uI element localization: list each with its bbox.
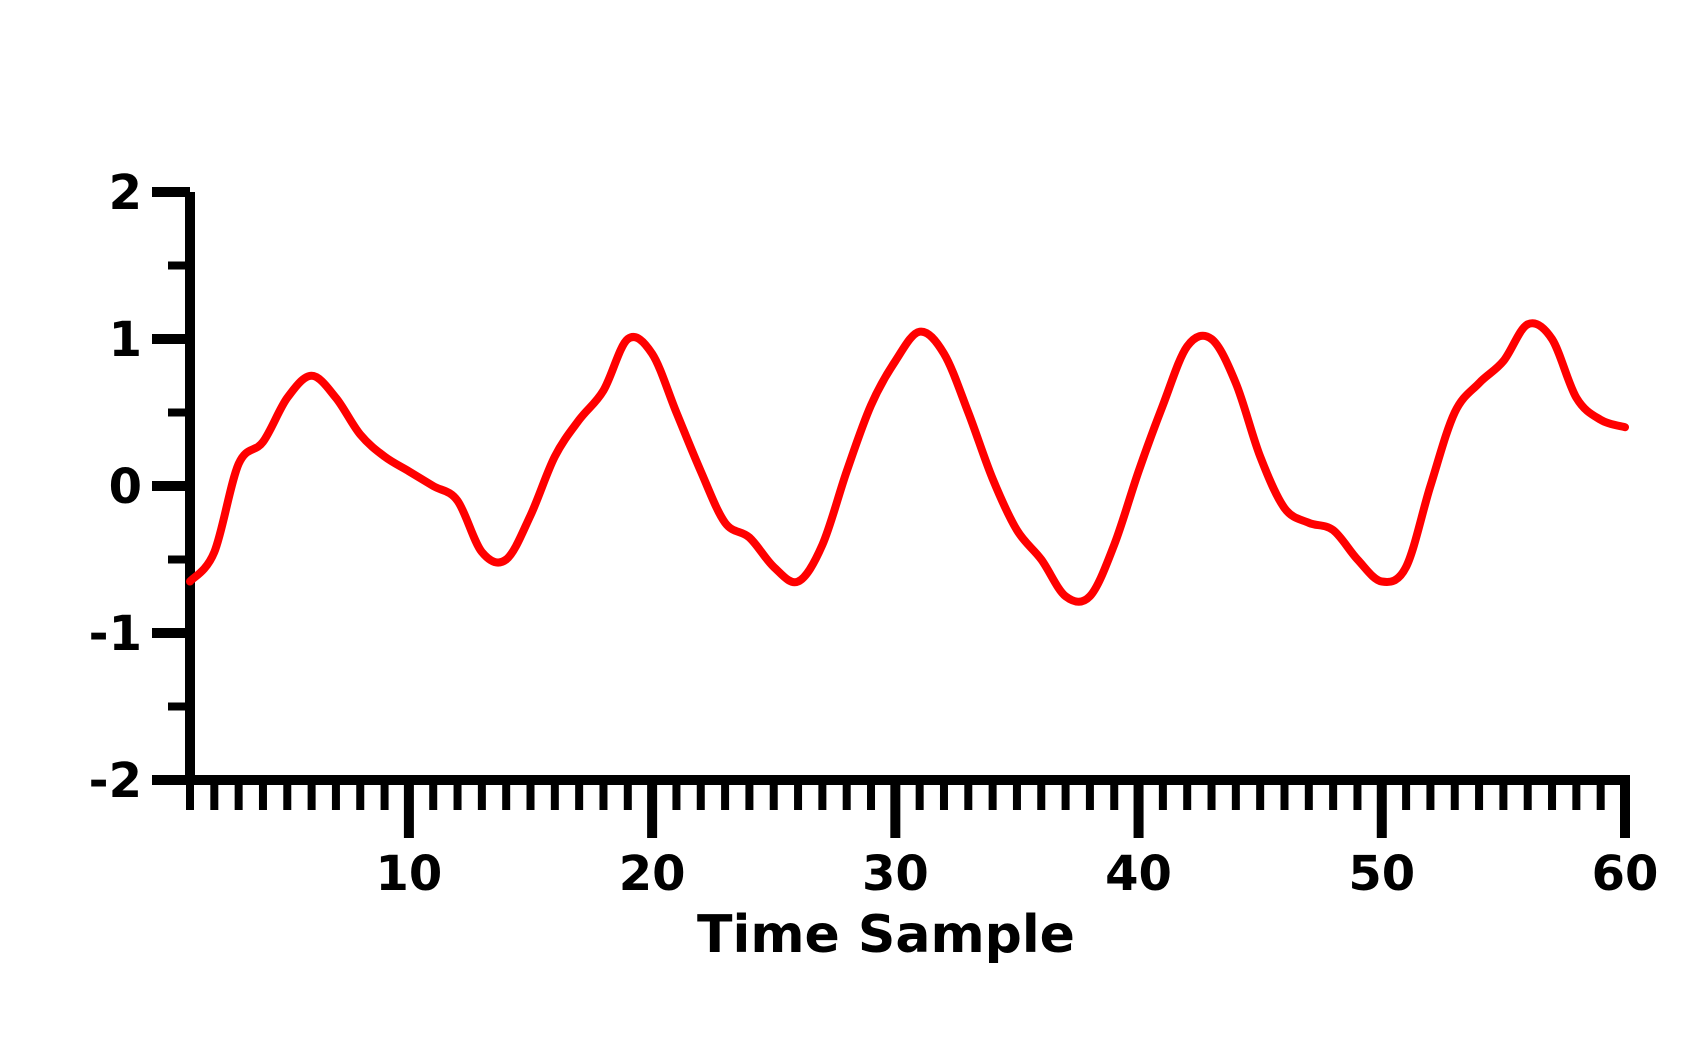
x-tick-labels: 10 20 30 40 50 60 xyxy=(375,846,1658,902)
x-tick-label: 30 xyxy=(862,846,929,902)
series-line xyxy=(186,319,1629,606)
x-tick-label: 50 xyxy=(1348,846,1415,902)
y-tick-label: -2 xyxy=(89,753,142,809)
y-tick-label: 1 xyxy=(109,312,142,368)
axes xyxy=(152,187,1630,838)
y-tick-label: -1 xyxy=(89,606,142,662)
x-axis-title: Time Sample xyxy=(697,905,1075,965)
y-tick-label: 0 xyxy=(109,459,142,515)
x-tick-label: 20 xyxy=(619,846,686,902)
y-tick-labels: -2 -1 0 1 2 xyxy=(89,165,142,809)
x-tick-label: 40 xyxy=(1105,846,1172,902)
x-tick-label: 60 xyxy=(1592,846,1659,902)
plot-area xyxy=(186,319,1629,606)
x-tick-label: 10 xyxy=(375,846,442,902)
y-tick-label: 2 xyxy=(109,165,142,221)
